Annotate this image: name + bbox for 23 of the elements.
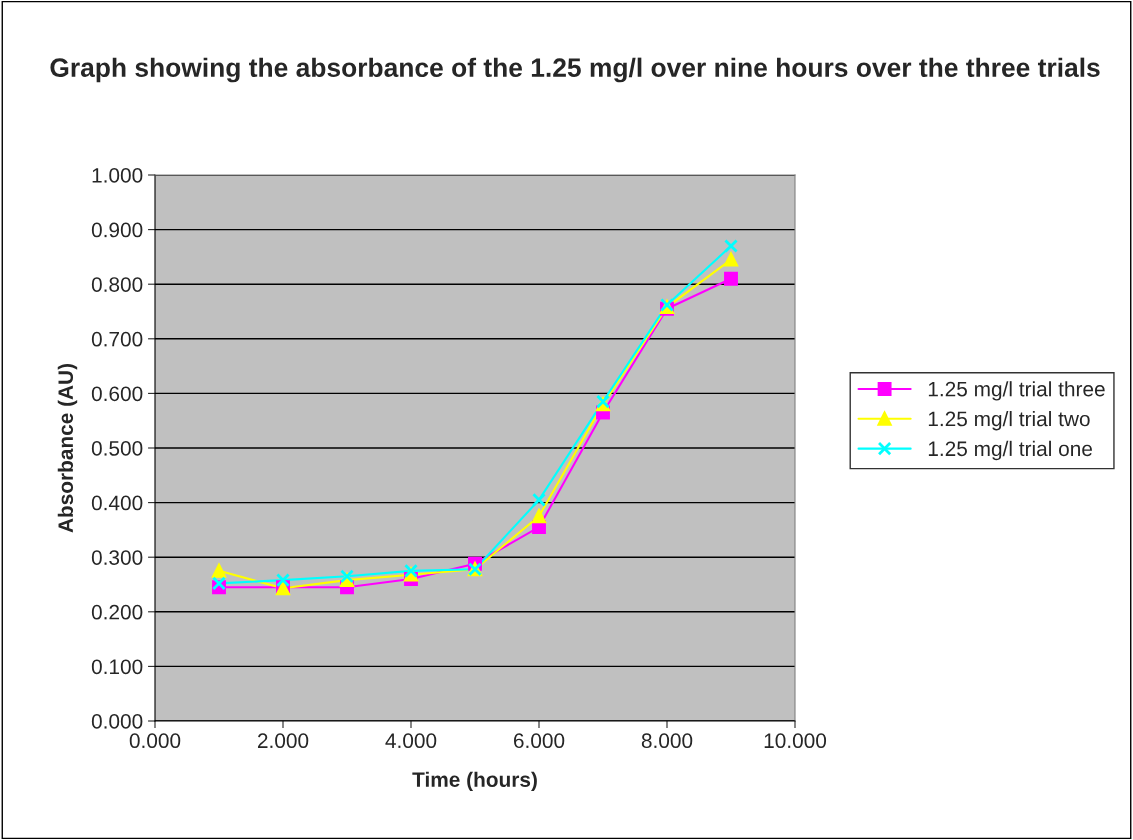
x-tick-label: 4.000 (385, 733, 437, 749)
y-tick-label: 1.000 (92, 168, 143, 183)
y-tick-label: 0.800 (91, 277, 143, 292)
y-tick-label: 0.700 (91, 331, 143, 347)
x-tick-label: 2.000 (257, 733, 309, 749)
x-tick-label: 8.000 (641, 733, 693, 749)
legend-label: 1.25 mg/l trial three (928, 381, 1105, 401)
y-tick-label: 0.400 (91, 495, 143, 511)
y-tick-label: 0.000 (91, 714, 143, 729)
x-axis-title: Time (hours) (412, 771, 537, 792)
y-tick-label: 0.100 (91, 659, 143, 675)
y-tick-label: 0.900 (91, 222, 143, 238)
x-tick-label: 0.000 (129, 733, 181, 749)
legend-label: 1.25 mg/l trial two (928, 410, 1090, 431)
y-tick-label: 0.200 (91, 604, 143, 620)
y-tick-label: 0.600 (91, 386, 143, 402)
y-tick-label: 0.300 (91, 550, 143, 565)
chart-title: Graph showing the absorbance of the 1.25 mg/l over nine hours over the three trials (50, 57, 1100, 83)
y-axis-title: Absorbance (AU) (57, 363, 78, 533)
x-tick-label: 10.000 (764, 733, 827, 749)
legend-label: 1.25 mg/l trial one (928, 440, 1092, 461)
y-tick-label: 0.500 (91, 441, 143, 456)
x-tick-label: 6.000 (513, 733, 565, 749)
